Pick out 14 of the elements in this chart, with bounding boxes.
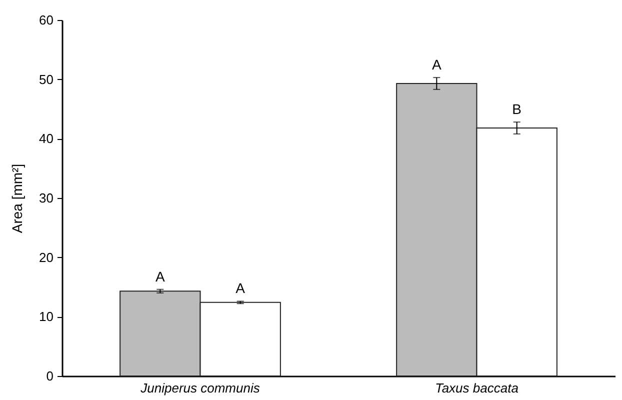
x-tick-label: Juniperus communis xyxy=(140,380,260,396)
annotation: A xyxy=(155,268,166,284)
annotation: A xyxy=(432,56,442,73)
y-axis-title: Area [mm²] xyxy=(9,164,26,234)
y-tick-label: 50 xyxy=(39,72,54,87)
y-tick-label: 60 xyxy=(39,12,54,28)
x-tick-label: Taxus baccata xyxy=(435,380,518,396)
y-tick-label: 10 xyxy=(39,309,54,324)
annotation: A xyxy=(236,280,246,296)
y-tick-label: 0 xyxy=(46,368,54,384)
y-tick-label: 20 xyxy=(39,250,54,265)
y-tick-label: 40 xyxy=(39,131,54,146)
y-tick-label: 30 xyxy=(39,190,54,206)
annotation: B xyxy=(512,101,522,118)
